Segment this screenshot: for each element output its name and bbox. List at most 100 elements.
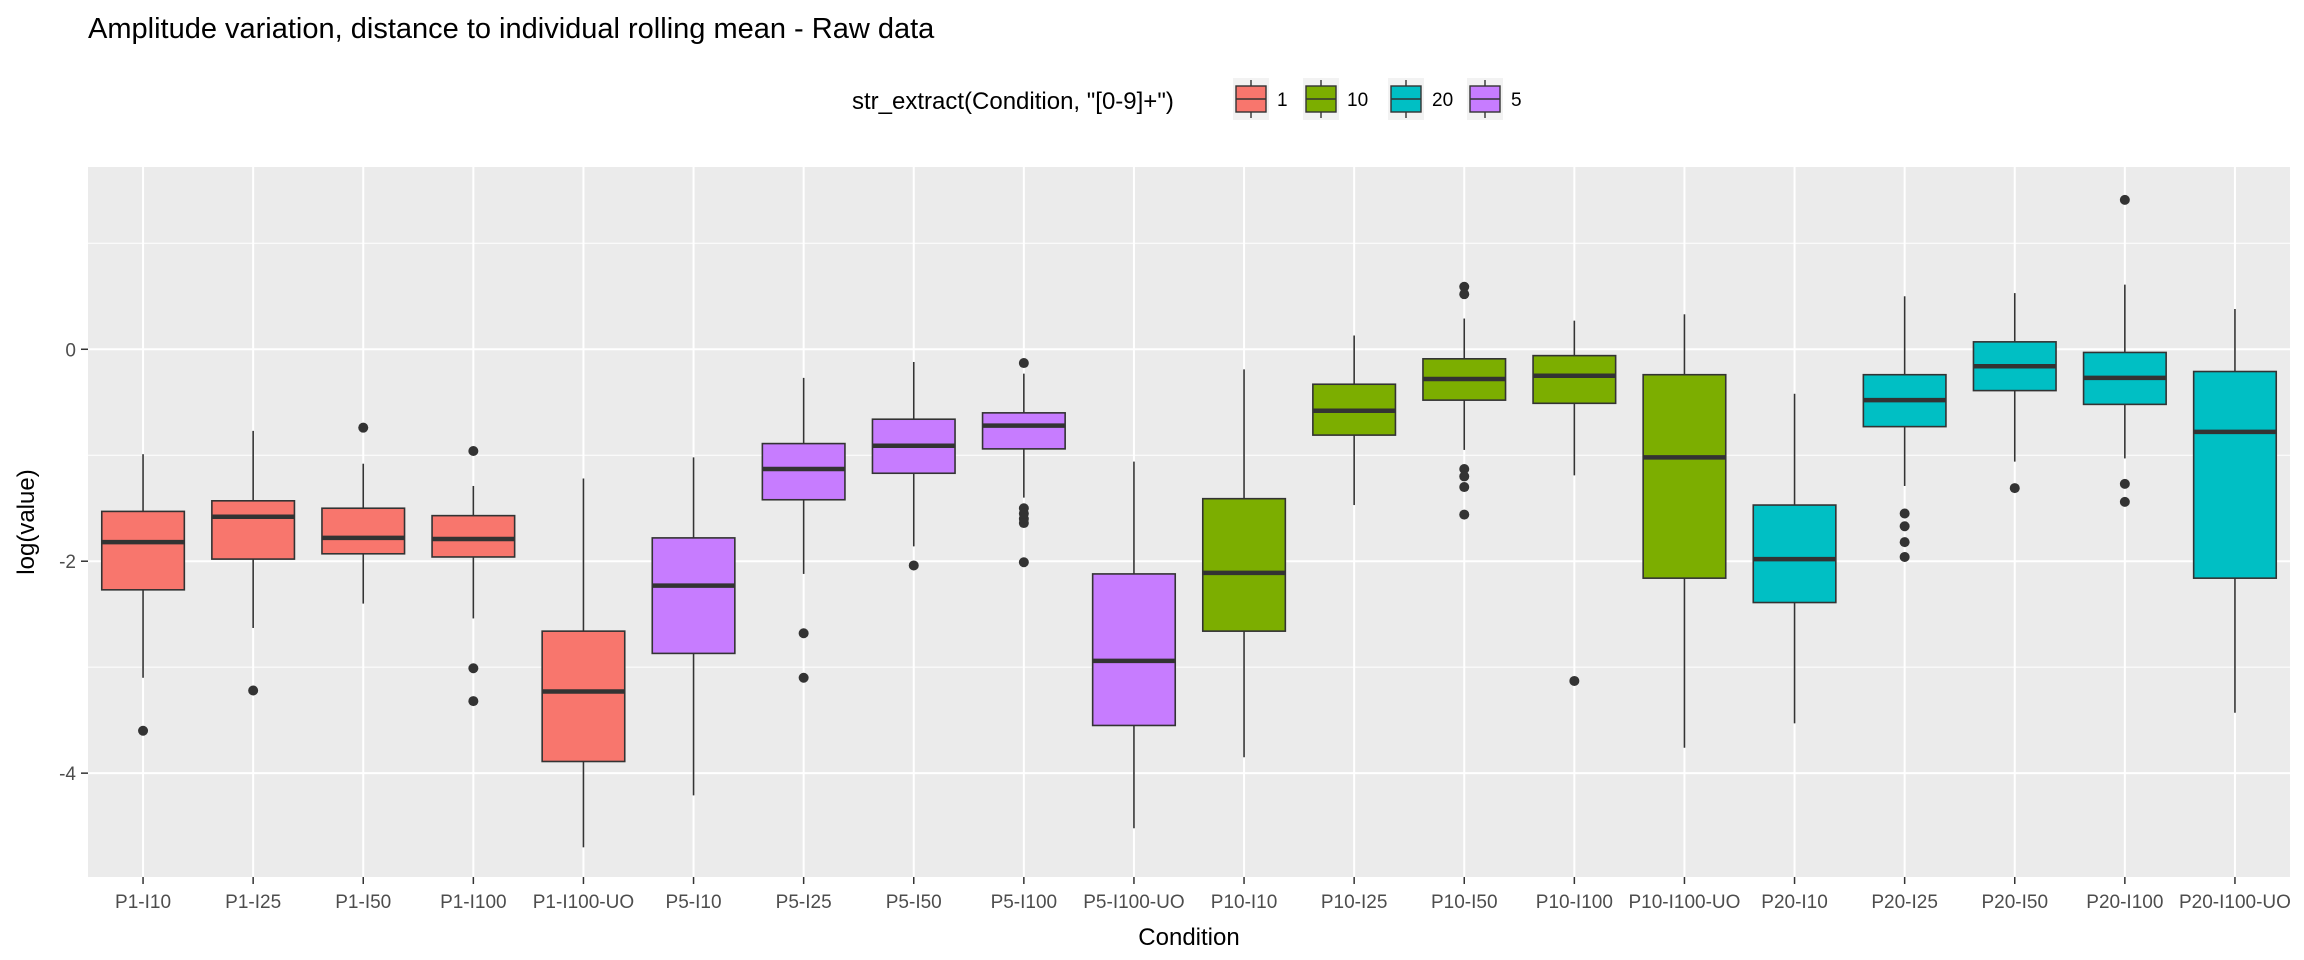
outlier-point	[1899, 521, 1910, 532]
box-iqr	[1642, 373, 1727, 579]
box-iqr	[1752, 504, 1837, 604]
y-axis-title: log(value)	[13, 469, 40, 574]
plot-panel	[88, 167, 2290, 877]
outlier-point	[468, 696, 479, 707]
outlier-point	[1018, 557, 1029, 568]
x-tick-label: P1-I25	[225, 892, 281, 913]
box-iqr	[1532, 354, 1617, 405]
box-iqr	[541, 630, 626, 763]
x-tick-label: P1-I100-UO	[533, 892, 634, 913]
x-tick-label: P20-I100	[2086, 892, 2163, 913]
outlier-point	[1459, 281, 1470, 292]
box-P20-I10	[1752, 393, 1837, 724]
outlier-point	[1899, 551, 1910, 562]
legend-item-1: 1	[1233, 78, 1288, 120]
outlier-point	[798, 672, 809, 683]
legend-label: 5	[1511, 90, 1522, 111]
box-P5-I25	[761, 377, 846, 683]
outlier-point	[1018, 518, 1029, 529]
box-iqr	[1091, 573, 1177, 727]
legend-label: 10	[1347, 90, 1368, 111]
box-P10-I50	[1422, 281, 1507, 520]
box-P1-I10	[100, 454, 186, 736]
outlier-point	[1569, 675, 1580, 686]
x-tick-label: P20-I10	[1761, 892, 1828, 913]
chart-title: Amplitude variation, distance to individ…	[88, 13, 935, 45]
box-iqr	[100, 510, 186, 591]
box-iqr	[651, 537, 736, 655]
outlier-point	[1018, 358, 1029, 369]
legend: str_extract(Condition, "[0-9]+") 1 10 20 5	[852, 78, 1522, 120]
x-tick-label: P20-I100-UO	[2179, 892, 2291, 913]
x-tick-label: P5-I100-UO	[1083, 892, 1184, 913]
outlier-point	[2119, 496, 2130, 507]
outlier-point	[1459, 471, 1470, 482]
box-iqr	[981, 412, 1066, 450]
box-P5-I100	[981, 358, 1066, 568]
outlier-point	[1459, 482, 1470, 493]
box-P1-I100-UO	[541, 478, 626, 848]
x-axis-title: Condition	[1138, 924, 1239, 951]
box-P20-I100	[2082, 194, 2167, 507]
box-P5-I10	[651, 457, 736, 796]
outlier-point	[2119, 194, 2130, 205]
boxes	[100, 194, 2278, 848]
x-tick-label: P10-I100-UO	[1628, 892, 1740, 913]
box-P5-I50	[871, 361, 956, 571]
box-P1-I25	[211, 430, 296, 696]
outlier-point	[908, 560, 919, 571]
x-tick-label: P1-I50	[335, 892, 391, 913]
outlier-point	[798, 628, 809, 639]
box-iqr	[761, 442, 846, 501]
outlier-point	[1459, 464, 1470, 475]
x-tick-label: P1-I10	[115, 892, 171, 913]
box-P10-I100	[1532, 320, 1617, 686]
legend-label: 1	[1277, 90, 1288, 111]
outlier-point	[2119, 478, 2130, 489]
box-iqr	[321, 507, 406, 555]
box-P20-I50	[1972, 293, 2057, 494]
x-tick-label: P10-I50	[1431, 892, 1498, 913]
legend-item-5: 5	[1467, 78, 1522, 120]
box-P1-I100	[431, 446, 516, 707]
legend-item-20: 20	[1388, 78, 1453, 120]
y-tick-label: -2	[59, 552, 76, 573]
legend-label: 20	[1432, 90, 1453, 111]
outlier-point	[2009, 483, 2020, 494]
box-P1-I50	[321, 422, 406, 604]
box-P10-I100-UO	[1642, 314, 1727, 748]
outlier-point	[468, 446, 479, 456]
x-tick-label: P10-I100	[1536, 892, 1613, 913]
x-tick-label: P20-I25	[1871, 892, 1938, 913]
box-P10-I25	[1312, 335, 1397, 506]
box-iqr	[211, 500, 296, 560]
x-tick-label: P5-I100	[991, 892, 1058, 913]
x-tick-label: P5-I25	[776, 892, 832, 913]
outlier-point	[138, 725, 149, 736]
box-P20-I25	[1862, 296, 1947, 562]
x-tick-label: P20-I50	[1981, 892, 2048, 913]
x-tick-label: P5-I10	[666, 892, 722, 913]
x-tick-label: P5-I50	[886, 892, 942, 913]
box-P5-I100-UO	[1091, 461, 1177, 829]
x-tick-label: P10-I10	[1211, 892, 1278, 913]
box-iqr	[2192, 370, 2278, 579]
box-P10-I10	[1201, 369, 1287, 758]
outlier-point	[248, 685, 259, 696]
outlier-point	[1459, 289, 1470, 300]
box-iqr	[1201, 497, 1287, 632]
y-axis: -4 -2 0	[59, 340, 88, 785]
y-tick-label: -4	[59, 764, 76, 785]
box-P20-I100-UO	[2192, 309, 2278, 713]
outlier-point	[358, 422, 369, 433]
legend-title: str_extract(Condition, "[0-9]+")	[852, 88, 1174, 115]
y-tick-label: 0	[65, 340, 76, 361]
outlier-point	[468, 663, 479, 674]
outlier-point	[1899, 537, 1910, 548]
x-tick-label: P1-I100	[440, 892, 507, 913]
box-iqr	[431, 514, 516, 558]
x-tick-label: P10-I25	[1321, 892, 1388, 913]
outlier-point	[1899, 508, 1910, 519]
legend-item-10: 10	[1303, 78, 1368, 120]
